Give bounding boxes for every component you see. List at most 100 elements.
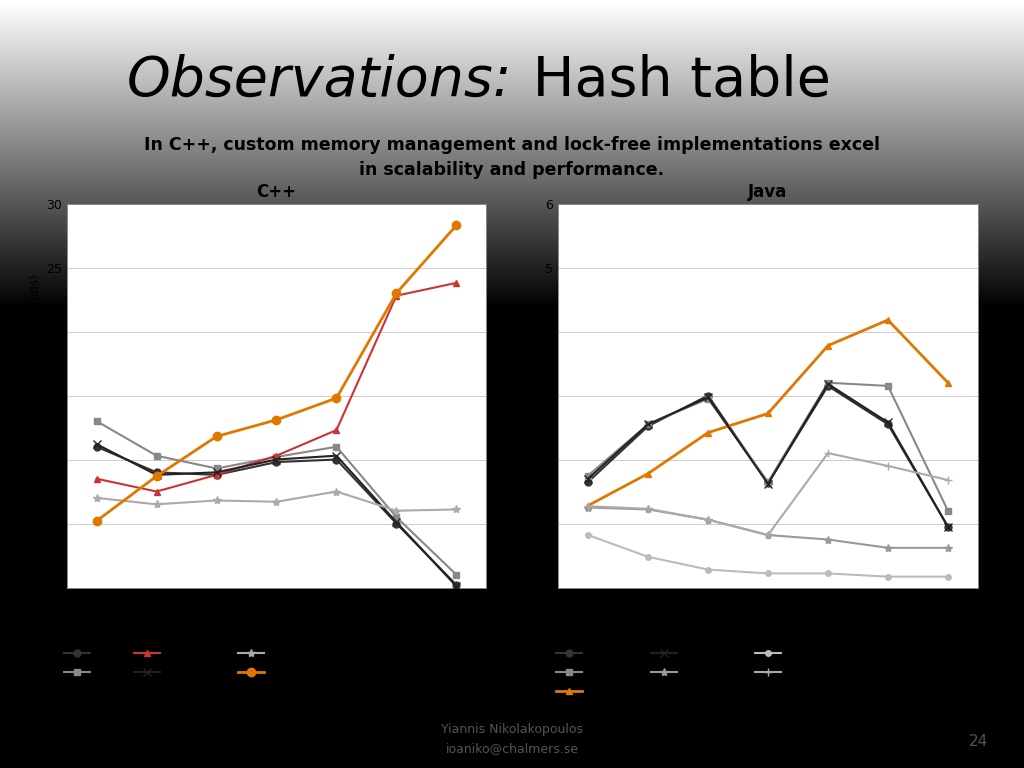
X-axis label: Threads: Threads [239, 607, 314, 625]
Text: In C++, custom memory management and lock-free implementations excel
in scalabil: In C++, custom memory management and loc… [144, 136, 880, 179]
Reentrant [882, 543, 894, 552]
Reentrant [822, 535, 835, 544]
Lock-free, MM [210, 432, 222, 441]
Lock-free, MM [331, 393, 343, 402]
Synchronized [882, 462, 894, 471]
TTAS [642, 420, 654, 429]
Reentrant Fair [701, 565, 714, 574]
Array Lock [451, 581, 463, 591]
TTAS [451, 570, 463, 579]
TTAS [331, 442, 343, 452]
PMutex [90, 493, 102, 502]
TTAS [942, 506, 954, 515]
Lock-free [762, 409, 774, 418]
Synchronized [701, 515, 714, 525]
Reentrant Fair [882, 572, 894, 581]
TAS [942, 522, 954, 531]
Synchronized [822, 449, 835, 458]
Line: Lock-free: Lock-free [93, 280, 460, 495]
TAS [882, 420, 894, 429]
Array Lock [390, 518, 402, 527]
Lock-free [390, 291, 402, 300]
Lock-free [151, 487, 163, 496]
Lock-free [210, 470, 222, 479]
Lock-free [582, 501, 594, 510]
TAS [582, 478, 594, 487]
TTAS [151, 451, 163, 460]
TTAS [390, 512, 402, 521]
Line: TAS: TAS [93, 443, 460, 588]
Synchronized [942, 475, 954, 485]
Line: Reentrant: Reentrant [584, 503, 952, 552]
Lock-free [331, 425, 343, 435]
TAS [151, 468, 163, 477]
Reentrant [942, 543, 954, 552]
Reentrant [701, 515, 714, 525]
Synchronized [582, 502, 594, 511]
Line: Array Lock: Array Lock [584, 380, 952, 531]
Synchronized [642, 505, 654, 514]
TAS [762, 478, 774, 488]
Legend: TAS, TTAS, Lock-free, Array Lock, PMutex, Lock-free, MM: TAS, TTAS, Lock-free, Array Lock, PMutex… [65, 647, 352, 679]
PMutex [451, 505, 463, 514]
Line: Lock-free: Lock-free [585, 316, 951, 509]
TAS [331, 455, 343, 464]
PMutex [270, 497, 283, 506]
Lock-free [942, 378, 954, 387]
Lock-free [701, 428, 714, 437]
Line: TTAS: TTAS [93, 418, 460, 578]
TAS [390, 519, 402, 528]
Reentrant Fair [942, 572, 954, 581]
Lock-free, MM [270, 415, 283, 425]
Lock-free, MM [151, 472, 163, 481]
Reentrant Fair [822, 569, 835, 578]
Text: 24: 24 [969, 733, 988, 749]
Array Lock [642, 420, 654, 429]
Line: TTAS: TTAS [585, 379, 951, 515]
TTAS [822, 378, 835, 387]
PMutex [390, 506, 402, 515]
Lock-free, MM [90, 516, 102, 525]
Lock-free [882, 316, 894, 325]
Lock-free, MM [390, 289, 402, 298]
Line: Lock-free, MM: Lock-free, MM [92, 221, 461, 525]
TAS [210, 470, 222, 479]
Array Lock [210, 468, 222, 477]
TTAS [210, 464, 222, 473]
TTAS [762, 478, 774, 487]
PMutex [151, 500, 163, 509]
Array Lock [331, 451, 343, 460]
PMutex [210, 496, 222, 505]
Array Lock [151, 470, 163, 479]
Array Lock [762, 479, 774, 488]
Line: Synchronized: Synchronized [584, 449, 952, 539]
Lock-free, MM [451, 220, 463, 230]
Reentrant [642, 505, 654, 514]
TTAS [90, 416, 102, 425]
TTAS [270, 452, 283, 462]
Text: Yiannis Nikolakopoulos
ioaniko@chalmers.se: Yiannis Nikolakopoulos ioaniko@chalmers.… [441, 723, 583, 755]
Array Lock [582, 474, 594, 483]
X-axis label: Threads: Threads [730, 607, 806, 625]
TTAS [582, 471, 594, 480]
Line: Array Lock: Array Lock [92, 440, 461, 591]
TAS [701, 391, 714, 400]
Reentrant [582, 503, 594, 512]
TTAS [882, 382, 894, 391]
Reentrant Fair [642, 552, 654, 561]
Lock-free [270, 451, 283, 460]
Title: Java: Java [749, 183, 787, 200]
PMutex [331, 487, 343, 496]
Line: TAS: TAS [585, 382, 951, 530]
Lock-free [822, 341, 835, 350]
TAS [90, 442, 102, 452]
Reentrant [762, 531, 774, 540]
Lock-free [451, 278, 463, 287]
Lock-free [642, 469, 654, 478]
Y-axis label: Sucessful operations per ms (thousands): Sucessful operations per ms (thousands) [29, 275, 42, 516]
Array Lock [701, 393, 714, 402]
Reentrant Fair [762, 569, 774, 578]
TAS [822, 382, 835, 391]
TAS [642, 422, 654, 431]
Reentrant Fair [582, 531, 594, 540]
